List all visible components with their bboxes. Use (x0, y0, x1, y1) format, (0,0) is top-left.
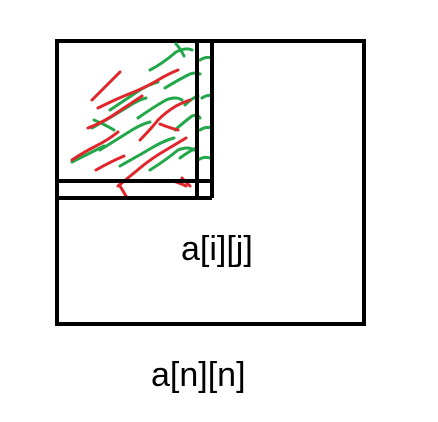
green-hatching (70, 42, 214, 172)
submatrix-border (57, 41, 214, 200)
matrix-label: a[n][n] (151, 356, 246, 394)
red-hatching (70, 68, 192, 198)
submatrix-label: a[i][j] (181, 230, 253, 268)
